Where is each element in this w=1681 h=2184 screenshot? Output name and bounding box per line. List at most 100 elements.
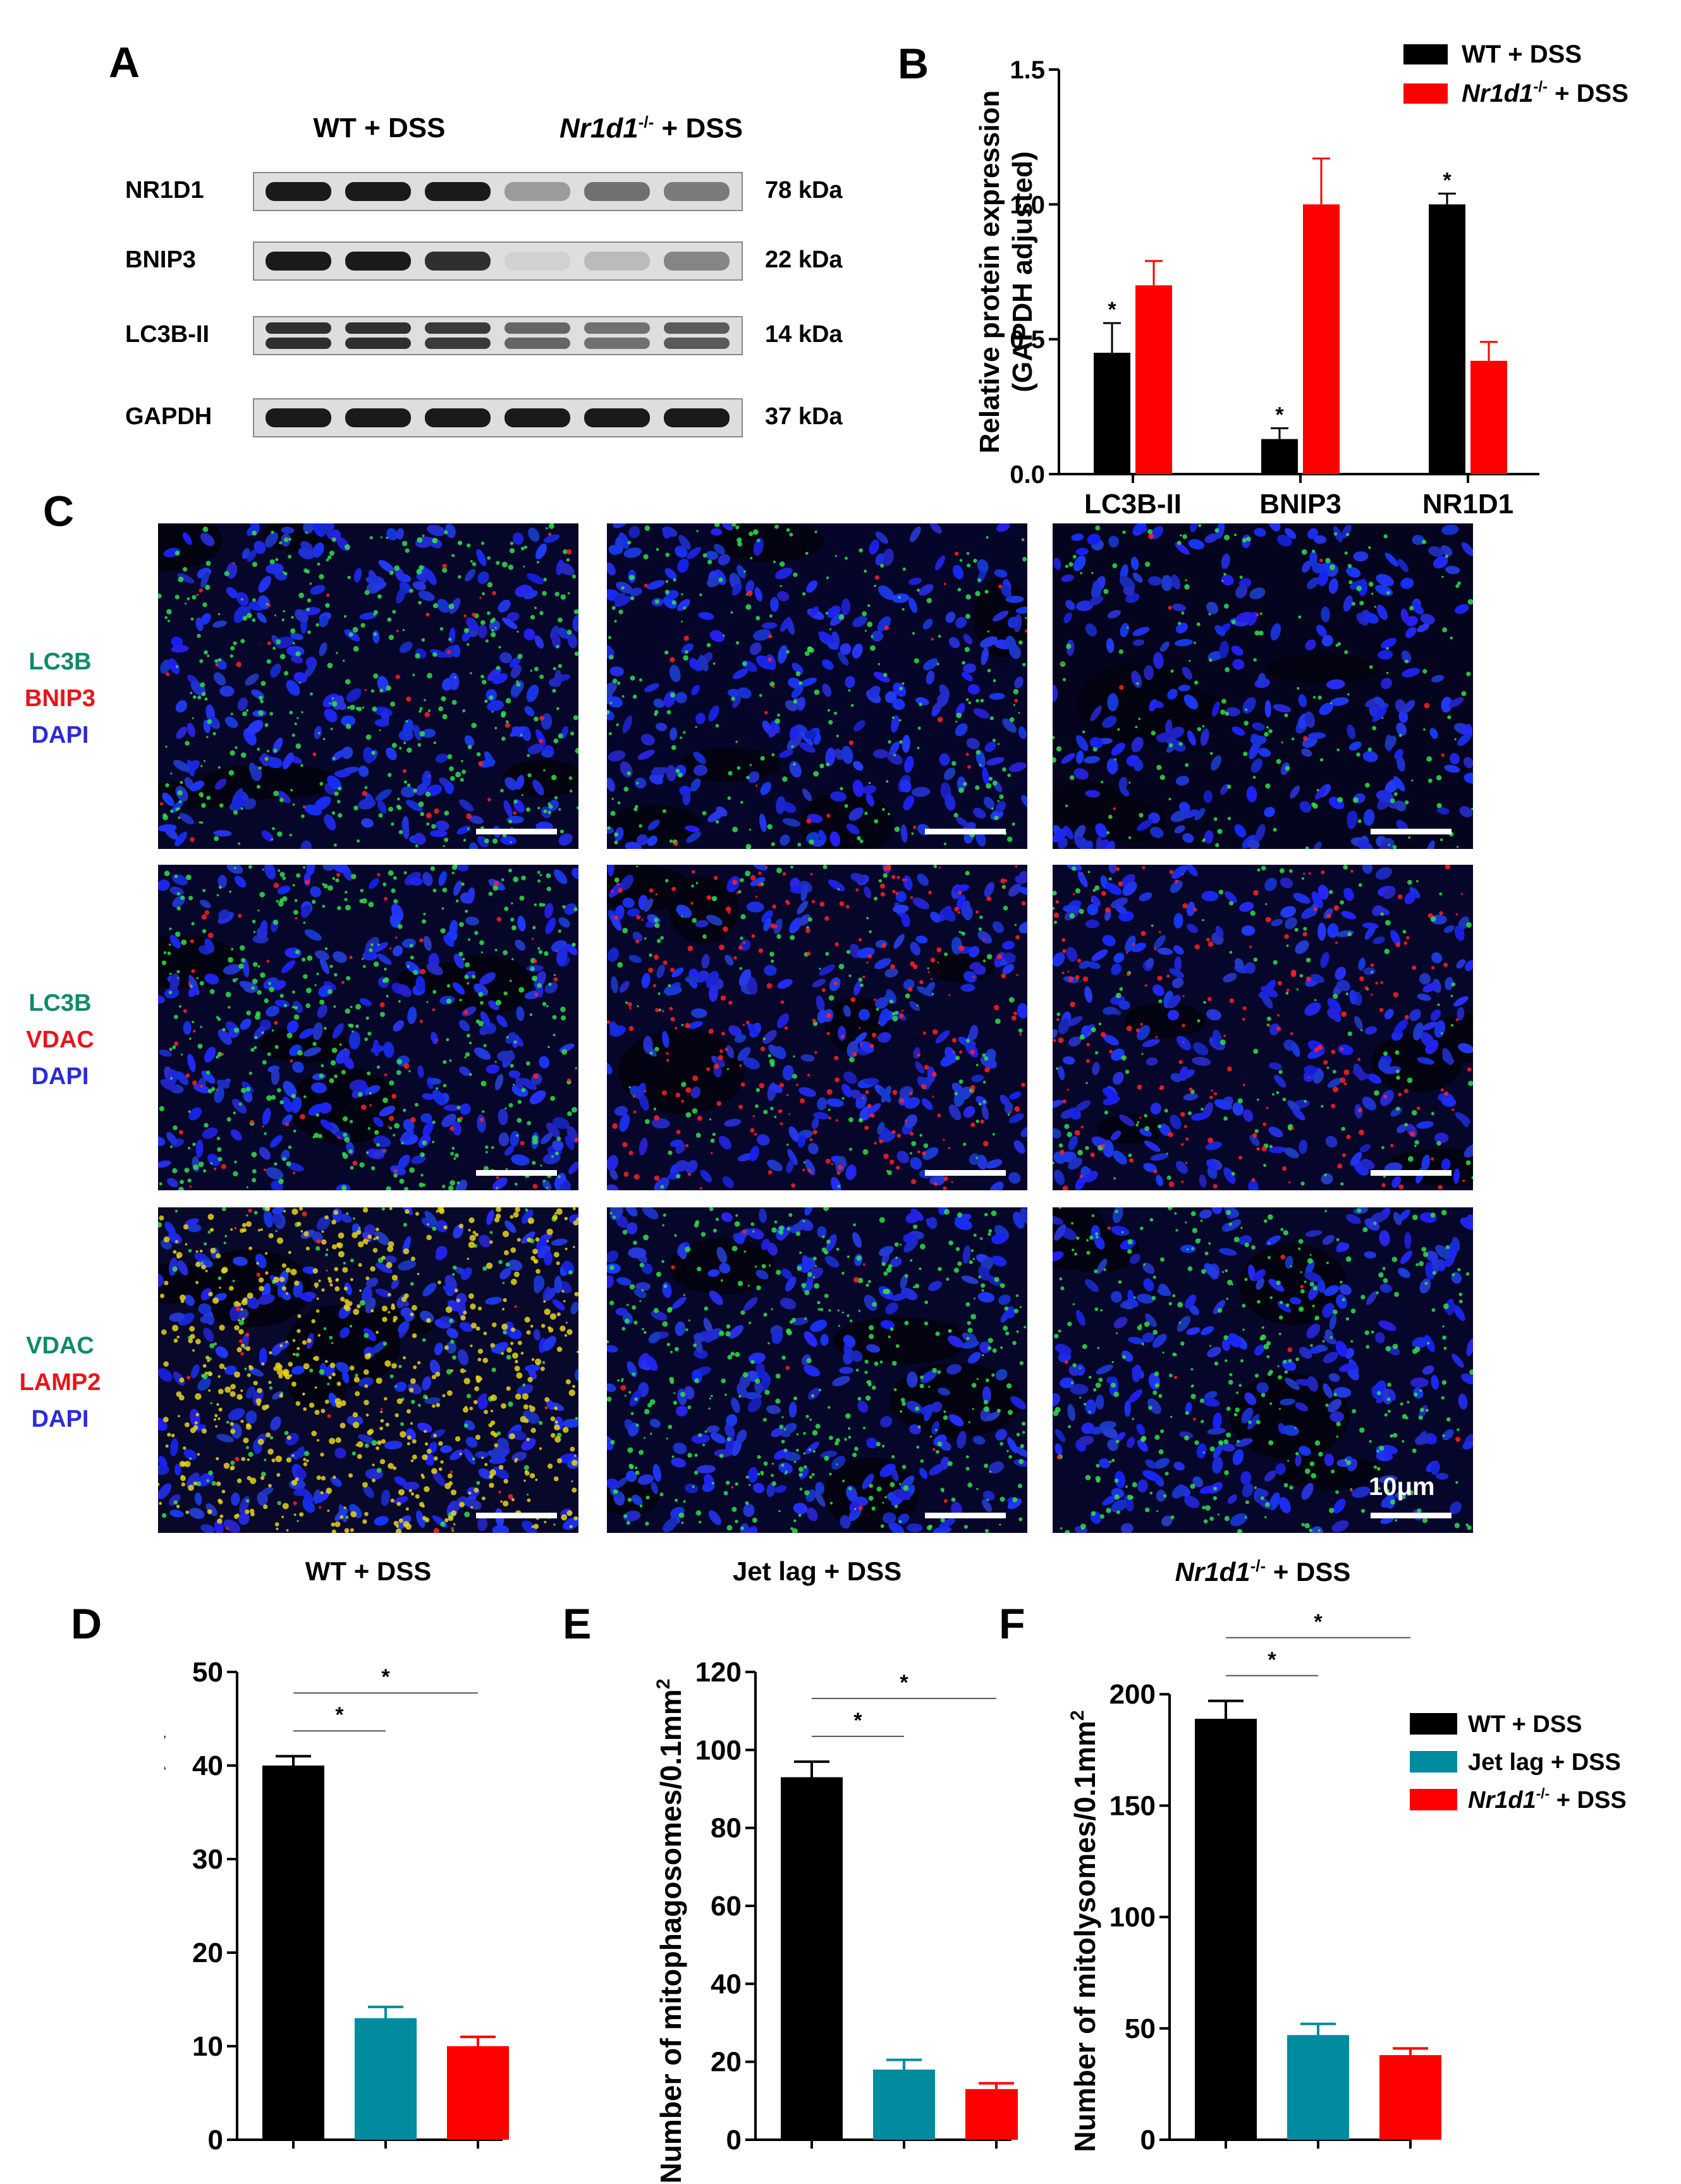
signal-dot — [572, 1460, 578, 1467]
nucleus — [677, 599, 690, 611]
signal-dot — [394, 1385, 397, 1388]
signal-dot — [1439, 892, 1443, 896]
signal-dot — [418, 601, 422, 605]
nucleus — [1320, 952, 1330, 968]
signal-dot — [1317, 695, 1322, 700]
nucleus — [1102, 935, 1116, 946]
signal-dot — [364, 1400, 369, 1406]
signal-dot — [1180, 1143, 1184, 1146]
nucleus — [942, 908, 956, 922]
signal-dot — [1018, 1028, 1023, 1033]
nucleus — [1363, 967, 1376, 975]
nucleus — [890, 1257, 902, 1267]
signal-dot — [521, 794, 524, 796]
signal-dot — [190, 1334, 195, 1339]
signal-dot — [957, 911, 961, 914]
nucleus — [331, 697, 346, 711]
nucleus — [201, 1070, 216, 1084]
signal-dot — [552, 1015, 557, 1020]
nucleus — [291, 1365, 305, 1375]
signal-dot — [228, 956, 234, 963]
signal-dot — [975, 699, 979, 703]
micrograph-svg — [158, 1207, 578, 1533]
nucleus — [544, 1288, 556, 1301]
signal-dot — [719, 1049, 723, 1053]
nucleus — [528, 527, 540, 542]
signal-dot — [476, 1378, 481, 1383]
signal-dot — [240, 1308, 243, 1311]
signal-dot — [1268, 1025, 1271, 1027]
signal-dot — [517, 1099, 522, 1104]
signal-dot — [532, 1183, 538, 1189]
nucleus — [1397, 1123, 1408, 1133]
signal-dot — [503, 1500, 509, 1507]
nucleus — [1160, 641, 1170, 652]
signal-dot — [673, 578, 676, 582]
nucleus — [310, 585, 326, 595]
nucleus — [158, 995, 165, 1004]
nucleus — [956, 817, 969, 827]
signal-dot — [394, 1123, 400, 1129]
signal-dot — [1412, 965, 1417, 970]
signal-dot — [1462, 1180, 1465, 1183]
nucleus — [500, 836, 517, 845]
nucleus — [800, 678, 817, 687]
nucleus — [831, 1176, 841, 1190]
signal-dot — [216, 1403, 219, 1406]
nucleus — [1188, 539, 1205, 550]
nucleus — [480, 1011, 491, 1027]
signal-dot — [349, 1023, 354, 1028]
nucleus — [850, 872, 865, 883]
nucleus — [846, 823, 860, 835]
signal-dot — [970, 1091, 974, 1094]
signal-dot — [282, 876, 286, 881]
nucleus — [459, 799, 474, 812]
signal-dot — [1277, 980, 1282, 985]
signal-dot — [476, 1480, 480, 1485]
signal-dot — [970, 1122, 975, 1128]
nucleus — [1058, 1066, 1065, 1080]
signal-dot — [1079, 1034, 1085, 1040]
signal-dot — [958, 930, 962, 934]
signal-dot — [911, 1179, 917, 1185]
signal-dot — [326, 1248, 329, 1251]
nucleus — [779, 834, 790, 846]
signal-dot — [405, 1523, 412, 1530]
nucleus — [230, 1129, 242, 1141]
signal-dot — [550, 1433, 556, 1438]
signal-dot — [238, 1329, 244, 1335]
nucleus — [183, 1021, 192, 1035]
nucleus — [1113, 953, 1125, 963]
signal-dot — [448, 1515, 454, 1522]
signal-dot — [608, 635, 611, 640]
signal-dot — [572, 1207, 576, 1211]
nucleus — [474, 1047, 491, 1060]
nucleus — [271, 1214, 282, 1226]
signal-dot — [1077, 1149, 1084, 1156]
signal-dot — [294, 899, 298, 902]
nucleus — [982, 767, 989, 785]
nucleus — [787, 1149, 798, 1166]
nucleus — [706, 551, 719, 560]
nucleus — [1243, 1109, 1254, 1122]
signal-dot — [188, 1484, 194, 1491]
signal-dot — [539, 1447, 542, 1450]
signal-dot — [388, 1241, 394, 1248]
signal-dot — [648, 967, 654, 973]
signal-dot — [1151, 730, 1156, 736]
signal-dot — [333, 843, 337, 847]
signal-dot — [464, 1511, 470, 1518]
signal-dot — [922, 1031, 927, 1035]
signal-dot — [506, 1036, 509, 1039]
signal-dot — [345, 1048, 347, 1051]
signal-dot — [207, 1230, 211, 1234]
signal-dot — [296, 717, 299, 719]
nucleus — [773, 918, 783, 935]
nucleus — [691, 685, 700, 696]
signal-dot — [290, 789, 293, 791]
signal-dot — [205, 1070, 211, 1075]
nucleus — [656, 723, 668, 731]
nucleus — [908, 577, 922, 585]
signal-dot — [271, 1095, 276, 1100]
signal-dot — [329, 965, 333, 968]
